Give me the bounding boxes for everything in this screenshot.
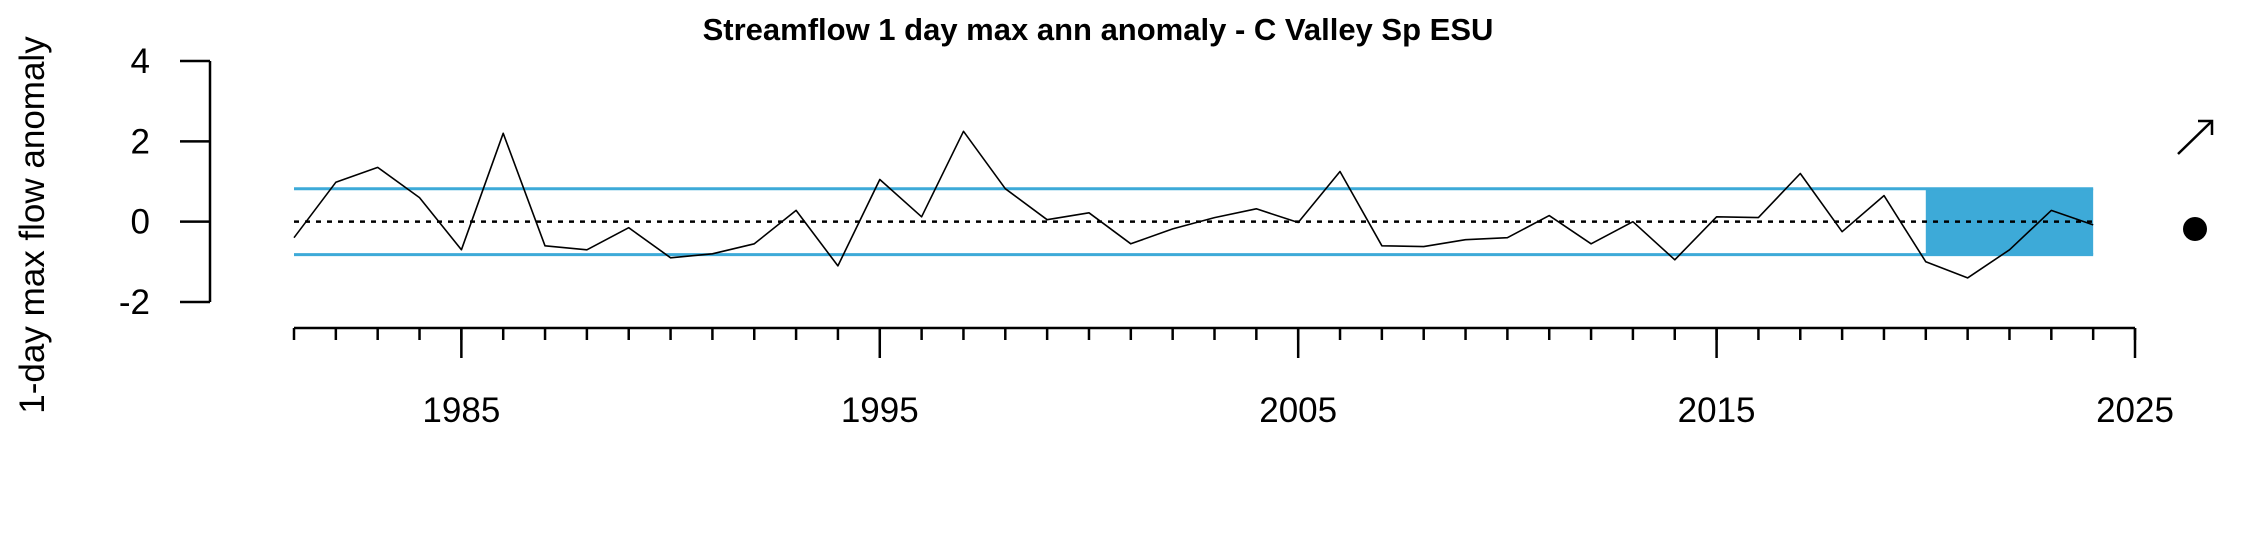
y-tick-label: 0 (131, 203, 150, 242)
reference-lines (294, 187, 2094, 257)
axes: -2 0 2 4 1985 1995 2005 2015 2025 (119, 42, 2174, 430)
x-tick-label: 1985 (422, 391, 500, 430)
y-axis-label: 1-day max flow anomaly (13, 36, 52, 414)
mean-dot-icon (2183, 217, 2207, 241)
symbols-layer (2177, 119, 2214, 241)
x-tick-label: 2005 (1259, 391, 1337, 430)
x-tick-label: 1995 (841, 391, 919, 430)
x-tick-label: 2025 (2096, 391, 2174, 430)
y-tick-label: 4 (131, 42, 150, 81)
trend-arrowhead-icon (2198, 119, 2214, 135)
y-tick-label: 2 (131, 122, 150, 161)
series-layer (293, 130, 2094, 279)
chart-title: Streamflow 1 day max ann anomaly - C Val… (703, 12, 1494, 47)
series-line (293, 130, 2094, 279)
trend-arrow-icon (2177, 120, 2213, 155)
y-tick-label: -2 (119, 283, 150, 322)
x-tick-label: 2015 (1678, 391, 1756, 430)
